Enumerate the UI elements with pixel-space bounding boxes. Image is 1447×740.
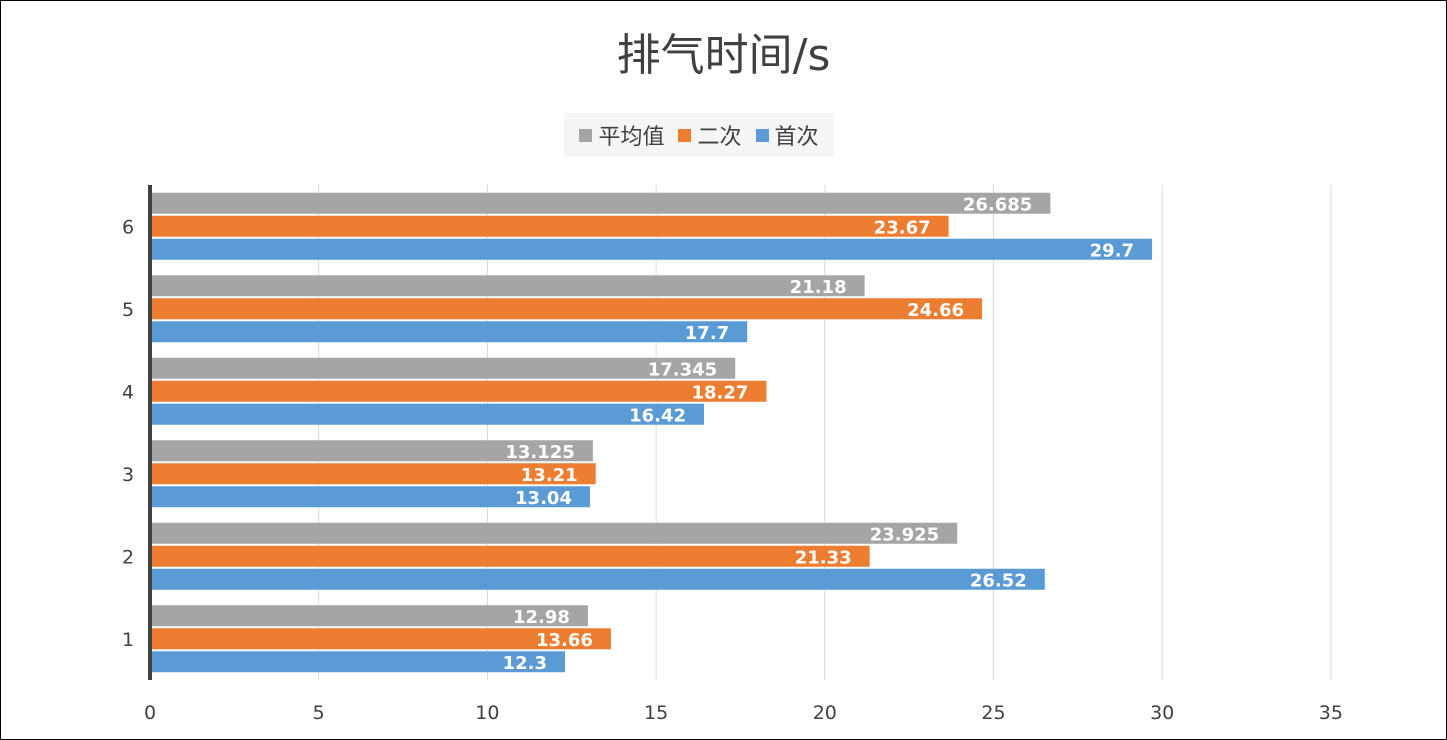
chart-title: 排气时间/s [616,30,831,81]
data-label: 23.67 [874,217,931,238]
legend-label-average: 平均值 [598,125,665,150]
bar [150,357,736,379]
x-tick-label: 30 [1150,702,1174,724]
bar [150,215,949,237]
bar [150,192,1051,214]
data-label: 18.27 [691,382,748,403]
bar [150,440,593,462]
x-tick-label: 25 [981,702,1005,724]
data-label: 17.345 [648,359,717,380]
x-tick-label: 35 [1319,702,1343,724]
legend-swatch-second [678,128,692,142]
y-category-label: 6 [122,216,134,238]
bar [150,545,870,567]
data-label: 13.04 [515,488,572,509]
bar [150,486,590,508]
x-tick-label: 0 [144,702,156,724]
bar [150,568,1045,590]
bar [150,380,767,402]
data-label: 16.42 [629,405,686,426]
y-category-label: 4 [122,381,134,403]
bar [150,628,611,650]
data-label: 23.925 [870,524,939,545]
x-tick-label: 10 [475,702,499,724]
x-tick-label: 15 [644,702,668,724]
x-tick-label: 5 [313,702,325,724]
legend-swatch-first [755,128,769,142]
y-category-label: 5 [122,299,134,321]
y-category-label: 3 [122,464,134,486]
data-label: 21.18 [790,277,847,298]
y-category-label: 1 [122,629,134,651]
bar [150,522,958,544]
data-label: 12.98 [513,607,570,628]
legend-item-average: 平均值 [579,119,664,151]
data-label: 26.685 [963,194,1032,215]
data-label: 26.52 [970,570,1027,591]
data-label: 17.7 [685,323,729,344]
bar [150,463,596,485]
data-label: 29.7 [1090,240,1134,261]
bar [150,651,566,673]
legend-item-first: 首次 [755,119,819,151]
data-label: 13.125 [505,442,574,463]
data-label: 13.66 [536,630,593,651]
data-label: 12.3 [503,653,547,674]
bar [150,238,1153,260]
chart-legend: 平均值 二次 首次 [564,113,834,157]
legend-label-second: 二次 [697,125,742,150]
x-tick-label: 20 [813,702,837,724]
legend-item-second: 二次 [678,119,742,151]
legend-swatch-average [579,128,593,142]
data-label: 21.33 [795,547,852,568]
data-label: 13.21 [521,465,578,486]
legend-label-first: 首次 [774,125,819,150]
bar [150,321,748,343]
bar [150,605,588,627]
data-label: 24.66 [907,300,964,321]
bar [150,275,865,297]
y-category-label: 2 [122,546,134,568]
bar [150,298,983,320]
bar [150,403,705,425]
